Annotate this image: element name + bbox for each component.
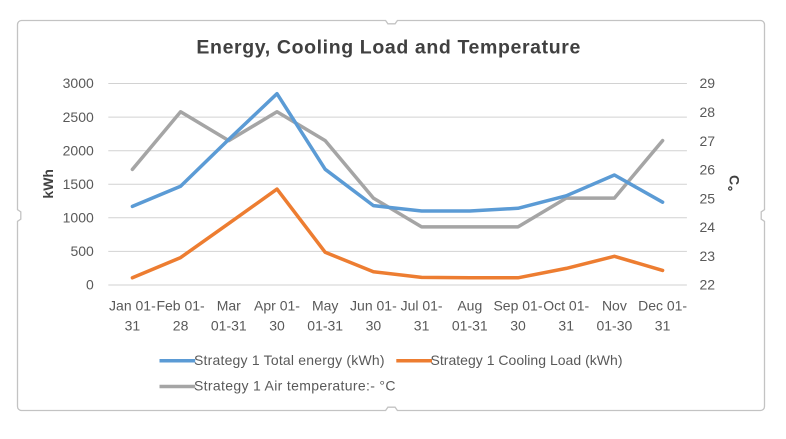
svg-text:1500: 1500	[63, 176, 94, 192]
svg-text:31: 31	[414, 317, 430, 333]
svg-text:25: 25	[700, 190, 716, 206]
svg-text:Mar: Mar	[217, 298, 241, 314]
svg-text:29: 29	[700, 75, 716, 91]
svg-text:2000: 2000	[63, 142, 94, 158]
svg-text:Dec 01-: Dec 01-	[638, 298, 687, 314]
svg-text:30: 30	[269, 317, 285, 333]
svg-text:C: C	[727, 175, 743, 185]
svg-text:Strategy 1 Air temperature:- °: Strategy 1 Air temperature:- °C	[194, 378, 396, 394]
svg-text:01-30: 01-30	[596, 317, 632, 333]
svg-text:0: 0	[86, 277, 94, 293]
svg-text:Nov: Nov	[602, 298, 627, 314]
svg-text:01-31: 01-31	[307, 317, 343, 333]
svg-text:Jun 01-: Jun 01-	[350, 298, 397, 314]
svg-text:Sep 01-: Sep 01-	[493, 298, 542, 314]
svg-text:1000: 1000	[63, 210, 94, 226]
svg-text:kWh: kWh	[40, 169, 56, 199]
svg-text:Strategy 1 Total energy (kWh): Strategy 1 Total energy (kWh)	[194, 352, 385, 368]
svg-text:24: 24	[700, 219, 716, 235]
svg-text:Feb 01-: Feb 01-	[156, 298, 205, 314]
svg-text:30: 30	[510, 317, 526, 333]
svg-text:Energy, Cooling Load and Tempe: Energy, Cooling Load and Temperature	[196, 37, 581, 59]
svg-text:01-31: 01-31	[211, 317, 247, 333]
svg-text:01-31: 01-31	[452, 317, 488, 333]
svg-text:500: 500	[70, 243, 94, 259]
svg-text:31: 31	[125, 317, 141, 333]
svg-text:Strategy 1 Cooling Load (kWh): Strategy 1 Cooling Load (kWh)	[431, 352, 623, 368]
svg-text:2500: 2500	[63, 109, 94, 125]
svg-text:Jul 01-: Jul 01-	[401, 298, 443, 314]
svg-text:28: 28	[173, 317, 189, 333]
svg-text:28: 28	[700, 104, 716, 120]
svg-text:30: 30	[366, 317, 382, 333]
svg-text:23: 23	[700, 248, 716, 264]
svg-text:27: 27	[700, 133, 716, 149]
svg-text:Aug: Aug	[457, 298, 482, 314]
svg-text:Apr 01-: Apr 01-	[254, 298, 300, 314]
svg-text:22: 22	[700, 277, 716, 293]
svg-text:26: 26	[700, 162, 716, 178]
svg-text:May: May	[312, 298, 338, 314]
svg-text:Oct 01-: Oct 01-	[543, 298, 589, 314]
svg-text:Jan 01-: Jan 01-	[109, 298, 156, 314]
svg-text:31: 31	[655, 317, 671, 333]
svg-text:31: 31	[558, 317, 574, 333]
svg-text:3000: 3000	[63, 75, 94, 91]
